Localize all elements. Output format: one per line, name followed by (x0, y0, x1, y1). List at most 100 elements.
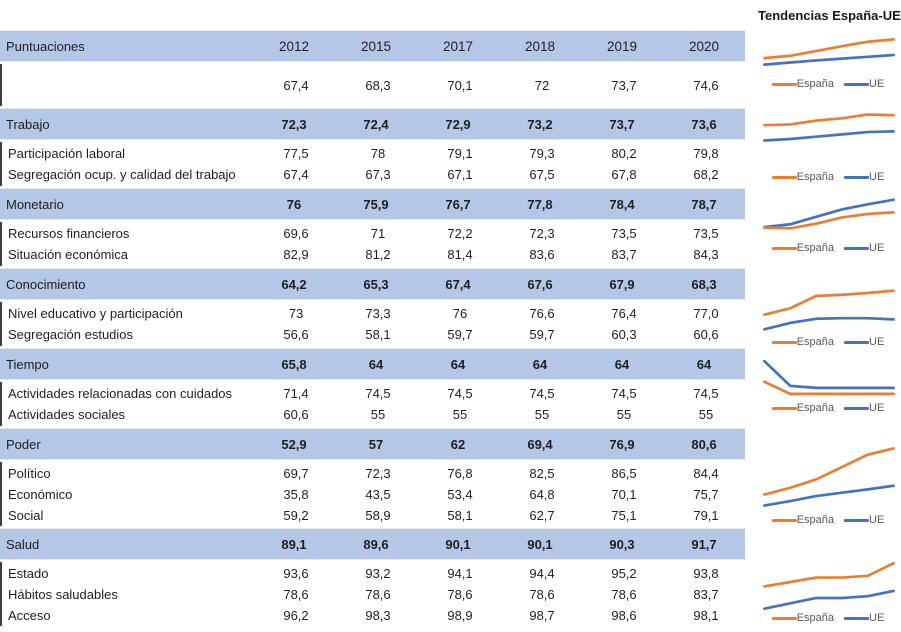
score-cell: 83,7 (611, 247, 637, 262)
score-cell: 78,4 (609, 196, 635, 212)
score-cell: 78,6 (365, 586, 391, 602)
score-cell: 93,8 (693, 565, 719, 581)
legend-label-ue: UE (869, 514, 885, 526)
trend-chart-overall (761, 37, 897, 67)
row-label: Económico (8, 486, 73, 502)
score-cell: 82,5 (529, 465, 555, 481)
score-cell: 73,5 (693, 226, 719, 241)
score-cell: 91,7 (691, 536, 717, 552)
score-cell: 72,2 (447, 226, 473, 241)
score-cell: 58,1 (447, 507, 473, 523)
score-cell: 72,4 (363, 116, 389, 132)
row-label: Situación económica (8, 247, 128, 262)
sparkline-conocimiento (761, 287, 897, 333)
score-cell: 98,6 (611, 607, 637, 623)
espana-trend-line (764, 39, 893, 58)
spark-legend: España UE (755, 241, 901, 255)
section-label: Salud (6, 536, 40, 552)
section-label: Trabajo (6, 116, 50, 132)
spark-legend: España UE (755, 335, 901, 349)
table-row: Segregación estudios 56,6 58,1 59,7 59,7… (2, 324, 745, 345)
row-label: Actividades sociales (8, 407, 126, 422)
score-cell: 55 (370, 407, 386, 422)
section-label: Poder (6, 436, 41, 452)
score-cell: 73,7 (611, 77, 637, 93)
score-cell: 80,2 (611, 146, 637, 161)
score-cell: 72 (534, 77, 550, 93)
score-cell: 74,5 (447, 386, 473, 401)
overall-index-group: 67,4 68,3 70,1 72 73,7 74,6 (0, 64, 745, 106)
score-cell: 74,5 (529, 386, 555, 401)
espana-line-swatch (771, 340, 797, 344)
legend-label-espana: España (796, 514, 835, 526)
table-row: Social 59,2 58,9 58,1 62,7 75,1 79,1 (2, 505, 745, 526)
ue-trend-line (764, 361, 893, 388)
score-cell: 80,6 (691, 436, 717, 452)
score-cell: 98,1 (693, 607, 719, 623)
score-cell: 67,8 (611, 167, 637, 182)
year-header-2017: 2017 (442, 38, 474, 54)
score-cell: 75,1 (611, 507, 637, 523)
score-cell: 70,1 (611, 486, 637, 502)
row-label: Recursos financieros (8, 226, 130, 241)
score-cell: 81,2 (365, 247, 391, 262)
score-cell: 74,5 (365, 386, 391, 401)
espana-trend-line (764, 212, 893, 228)
table-row-overall: 67,4 68,3 70,1 72 73,7 74,6 (2, 75, 745, 96)
table-header-row: Puntuaciones 2012 2015 2017 2018 2019 20… (0, 30, 745, 62)
score-cell: 79,3 (529, 146, 555, 161)
score-cell: 59,7 (447, 327, 473, 342)
score-cell: 67,1 (447, 167, 473, 182)
section-label: Tiempo (6, 356, 49, 372)
year-header-2019: 2019 (606, 38, 638, 54)
score-cell: 78,6 (283, 586, 309, 602)
espana-trend-line (764, 563, 893, 586)
score-cell: 76,8 (447, 465, 473, 481)
score-cell: 98,3 (365, 607, 391, 623)
score-cell: 75,7 (693, 486, 719, 502)
score-cell: 73,2 (527, 116, 553, 132)
score-cell: 73 (288, 306, 304, 321)
score-cell: 65,8 (281, 356, 307, 372)
sparkline-poder (761, 443, 897, 511)
score-cell: 67,4 (283, 77, 309, 93)
ue-line-swatch (844, 175, 870, 179)
trend-chart-trabajo (761, 112, 897, 143)
legend-label-espana: España (796, 78, 835, 90)
score-cell: 69,7 (283, 465, 309, 481)
trabajo-subrows: Participación laboral 77,5 78 79,1 79,3 … (0, 142, 745, 186)
ue-trend-line (764, 55, 893, 65)
score-cell: 62 (450, 436, 466, 452)
legend-label-espana: España (796, 242, 835, 254)
espana-trend-line (764, 382, 893, 394)
score-cell: 56,6 (283, 327, 309, 342)
score-cell: 89,1 (281, 536, 307, 552)
score-cell: 55 (698, 407, 714, 422)
table-row: Estado 93,6 93,2 94,1 94,4 95,2 93,8 (2, 563, 745, 584)
trend-chart-poder (761, 443, 897, 511)
salud-subrows: Estado 93,6 93,2 94,1 94,4 95,2 93,8 Háb… (0, 562, 745, 626)
score-cell: 81,4 (447, 247, 473, 262)
ue-line-swatch (844, 246, 870, 250)
score-cell: 79,8 (693, 146, 719, 161)
score-cell: 67,3 (365, 167, 391, 182)
score-cell: 64,8 (529, 486, 555, 502)
table-row: Participación laboral 77,5 78 79,1 79,3 … (2, 143, 745, 164)
score-cell: 60,3 (611, 327, 637, 342)
score-cell: 89,6 (363, 536, 389, 552)
score-cell: 76,9 (609, 436, 635, 452)
ue-line-swatch (844, 616, 870, 620)
year-header-2012: 2012 (278, 38, 310, 54)
trend-chart-tiempo (761, 358, 897, 397)
score-cell: 58,9 (365, 507, 391, 523)
score-cell: 59,7 (529, 327, 555, 342)
score-cell: 67,4 (283, 167, 309, 182)
espana-line-swatch (771, 175, 797, 179)
score-cell: 65,3 (363, 276, 389, 292)
spark-legend: España UE (755, 513, 901, 527)
trend-chart-salud (761, 559, 897, 613)
score-cell: 72,3 (365, 465, 391, 481)
score-cell: 84,4 (693, 465, 719, 481)
espana-line-swatch (771, 518, 797, 522)
score-cell: 90,3 (609, 536, 635, 552)
